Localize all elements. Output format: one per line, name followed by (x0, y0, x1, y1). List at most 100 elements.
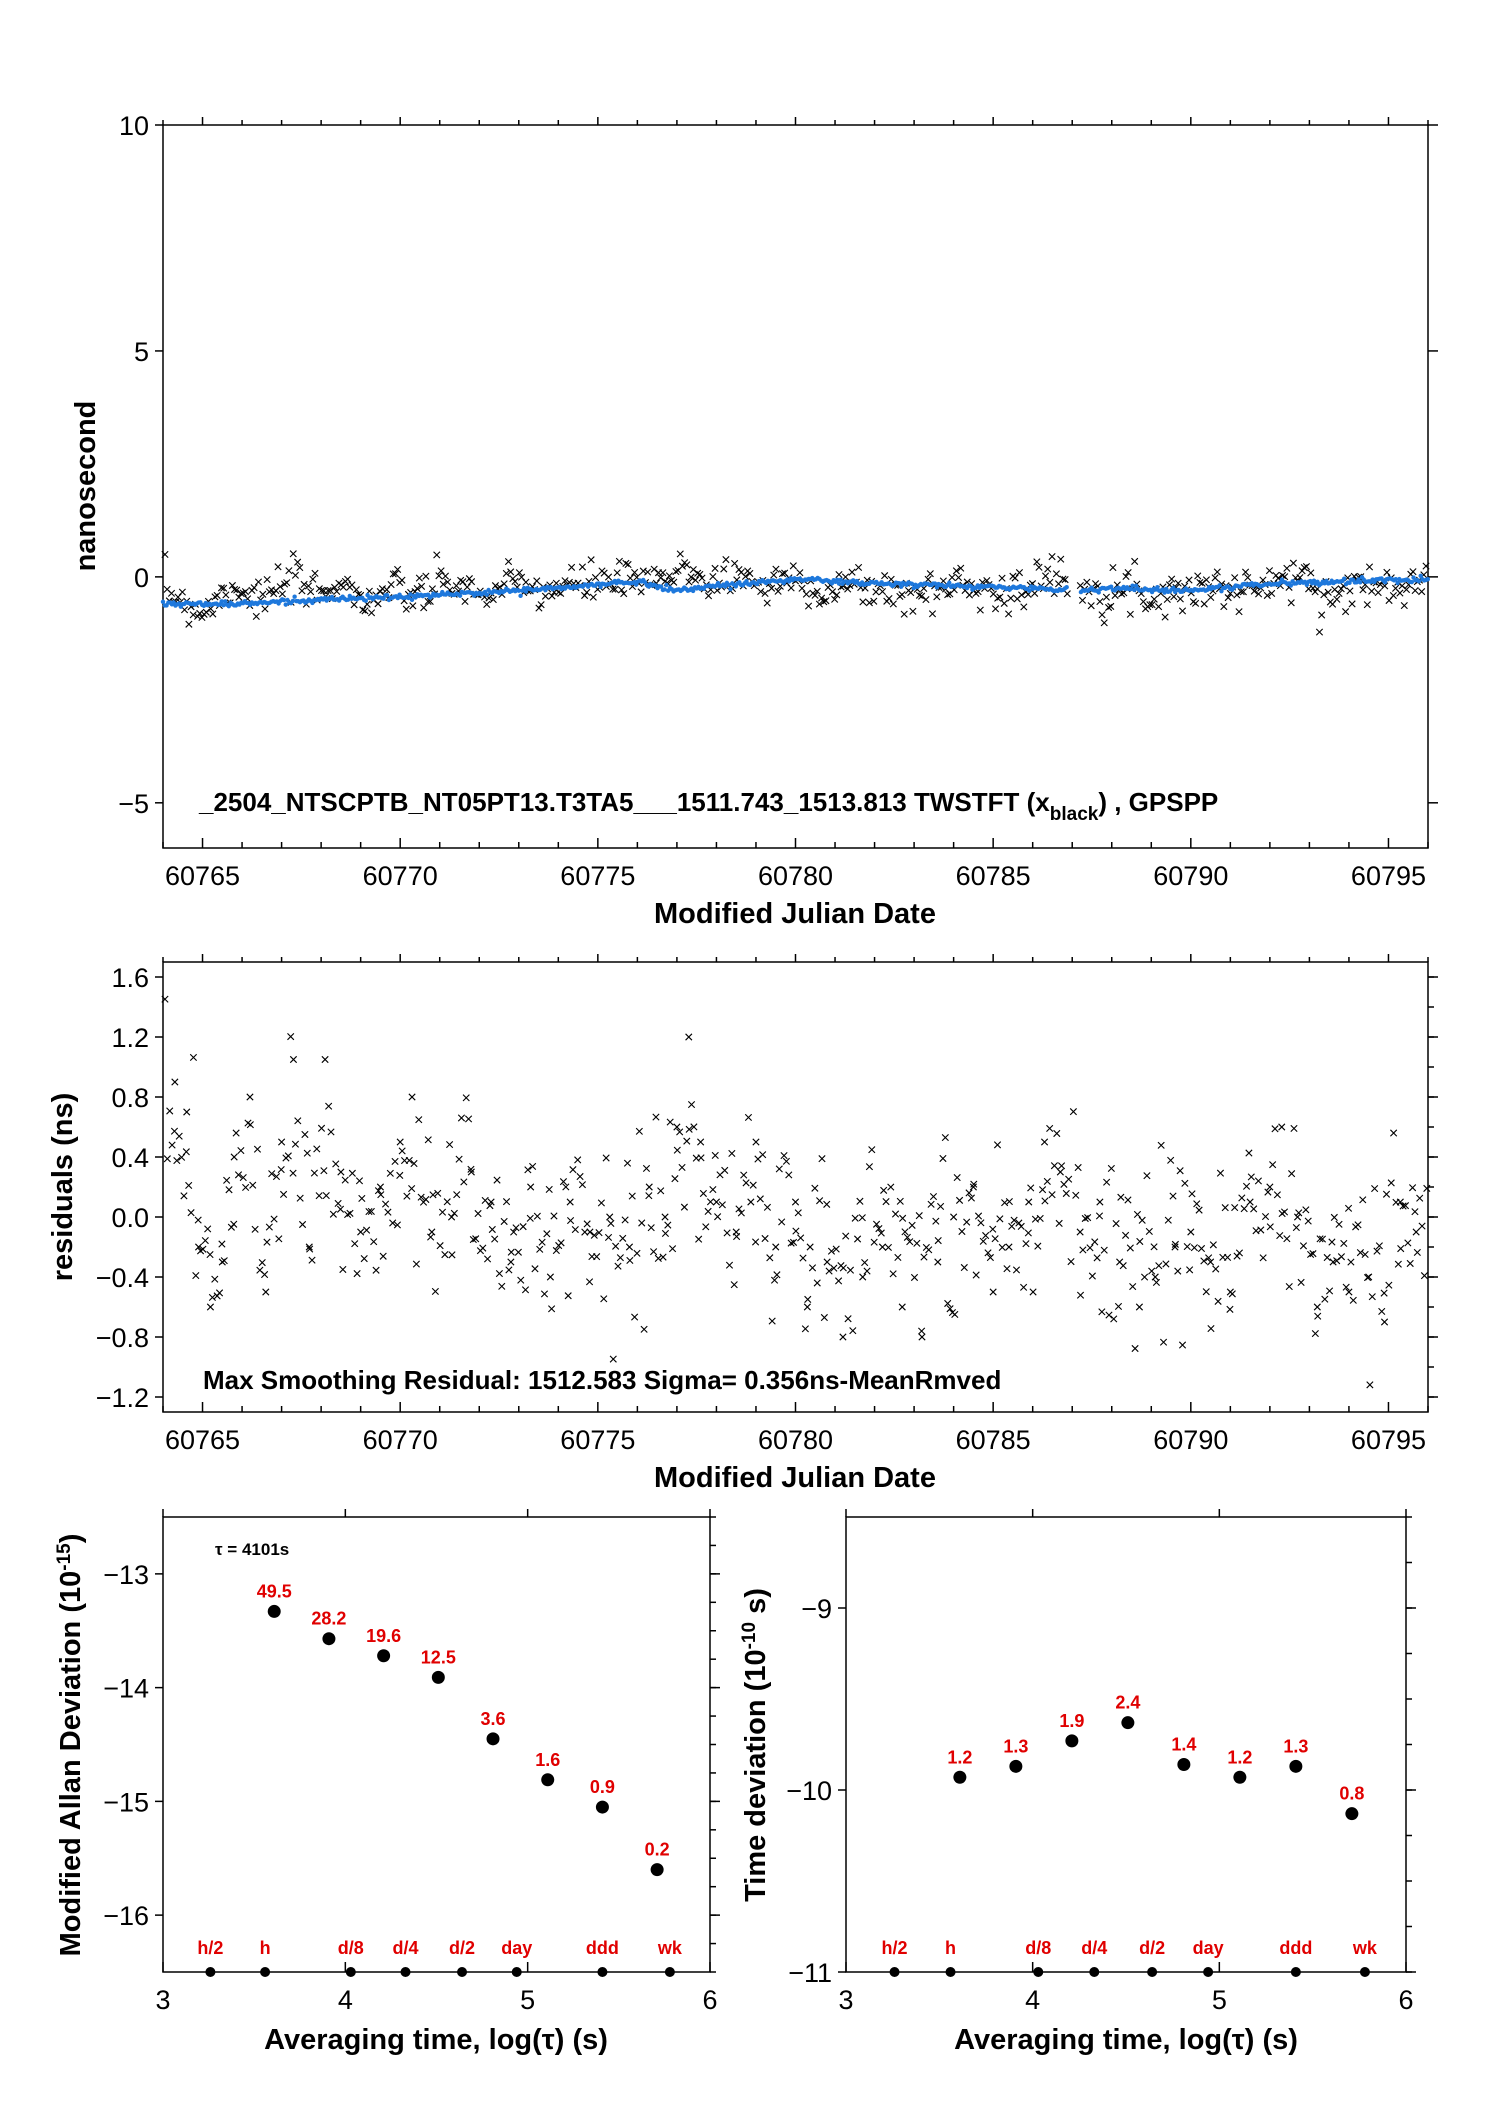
res-point (546, 1273, 554, 1281)
res-point (566, 1198, 574, 1206)
res-point (1269, 1161, 1277, 1169)
res-point (1321, 1295, 1329, 1303)
ts-ytick-label: 10 (119, 111, 149, 141)
res-point (1012, 1266, 1021, 1274)
res-point (951, 1310, 959, 1319)
res-point (1197, 1244, 1206, 1253)
res-point (376, 1183, 385, 1191)
mdev-ylabel-exp: -15 (54, 1543, 75, 1571)
res-point (614, 1262, 622, 1270)
res-point (405, 1156, 413, 1165)
res-point (1053, 1129, 1061, 1138)
ts-point (611, 585, 619, 593)
tdev-interval-marker (1203, 1967, 1214, 1977)
tdev-xtick-label: 5 (1212, 1985, 1227, 2015)
time-series-xlabel: Modified Julian Date (654, 898, 936, 930)
res-point (206, 1303, 215, 1311)
res-point (1420, 1272, 1429, 1280)
res-point (872, 1220, 881, 1228)
res-point (744, 1113, 753, 1122)
ts-point (261, 605, 269, 613)
res-point (1010, 1216, 1018, 1224)
res-point (1174, 1267, 1182, 1275)
res-point (797, 1234, 805, 1242)
ts-point (1220, 602, 1228, 611)
ts-point (624, 560, 632, 569)
res-ytick-label: −0.8 (96, 1323, 149, 1353)
res-point (642, 1164, 651, 1172)
res-point (393, 1221, 402, 1229)
ts-point (659, 569, 667, 577)
mdev-ylabel-main: Modified Allan Deviation (10 (55, 1571, 87, 1957)
res-point (1005, 1243, 1013, 1251)
res-point (1164, 1216, 1172, 1224)
res-point (360, 1255, 368, 1263)
ts-smooth-point (1418, 573, 1423, 579)
res-point (974, 1212, 983, 1220)
res-point (1055, 1219, 1063, 1227)
ts-ytick-label: 0 (134, 563, 149, 593)
res-point (1233, 1252, 1241, 1260)
ts-point (1250, 587, 1258, 595)
res-point (301, 1130, 309, 1139)
tdev-interval-marker (1033, 1967, 1044, 1977)
res-point (291, 1140, 300, 1148)
ts-point (533, 577, 541, 585)
res-point (782, 1157, 790, 1165)
res-point (173, 1156, 181, 1165)
res-point (910, 1273, 919, 1282)
ts-point (685, 578, 693, 586)
res-point (820, 1313, 828, 1322)
mdev-xtick-label: 6 (702, 1985, 717, 2015)
res-point (408, 1093, 416, 1101)
ts-point (557, 589, 565, 598)
res-point (1261, 1212, 1270, 1221)
ts-point (217, 584, 226, 592)
ts-point (948, 573, 956, 581)
res-point (906, 1238, 914, 1246)
tdev-point (1233, 1770, 1247, 1784)
res-point (972, 1271, 980, 1279)
res-point (322, 1191, 330, 1200)
res-point (792, 1227, 800, 1235)
res-point (657, 1187, 665, 1195)
res-point (1015, 1219, 1023, 1227)
res-point (1266, 1183, 1274, 1191)
res-point (396, 1138, 404, 1146)
res-point (1048, 1191, 1056, 1199)
res-point (251, 1225, 259, 1233)
res-point (1112, 1220, 1120, 1228)
tdev-interval-marker (1147, 1967, 1158, 1977)
ts-point (1105, 603, 1113, 612)
res-point (455, 1155, 463, 1163)
ts-point (259, 590, 267, 598)
mdev-interval-marker (597, 1967, 608, 1977)
ts-point (1233, 591, 1241, 599)
res-ytick-label: −1.2 (96, 1383, 149, 1413)
res-point (585, 1278, 594, 1286)
ts-point (311, 569, 319, 577)
ts-point (761, 589, 769, 598)
res-point (583, 1220, 591, 1228)
mdev-interval-label: h/2 (197, 1938, 223, 1958)
res-point (791, 1198, 800, 1206)
res-point (1214, 1297, 1222, 1305)
ts-point (1087, 602, 1095, 610)
res-point (472, 1235, 480, 1243)
mdev-interval-label: d/2 (449, 1938, 475, 1958)
res-point (1342, 1283, 1350, 1291)
ts-smooth-point (909, 581, 915, 586)
res-point (1278, 1123, 1286, 1131)
res-point (775, 1165, 783, 1173)
res-ytick-label: 0.8 (111, 1083, 149, 1113)
ts-point (770, 571, 778, 579)
ts-point (465, 575, 473, 583)
res-point (1202, 1288, 1210, 1296)
res-point (950, 1213, 958, 1221)
res-point (853, 1235, 862, 1243)
res-point (448, 1251, 456, 1259)
ts-point (615, 557, 623, 565)
res-point (543, 1230, 551, 1238)
ts-point (1213, 568, 1221, 576)
ts-point (587, 556, 595, 564)
